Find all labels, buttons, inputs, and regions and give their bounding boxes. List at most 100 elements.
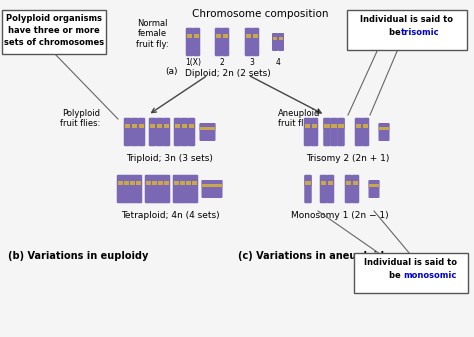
FancyBboxPatch shape	[185, 175, 192, 186]
Bar	[273, 37, 277, 40]
Bar	[118, 181, 123, 185]
FancyBboxPatch shape	[135, 175, 142, 203]
FancyBboxPatch shape	[374, 180, 379, 188]
Bar	[202, 184, 207, 187]
FancyBboxPatch shape	[337, 118, 345, 129]
FancyBboxPatch shape	[117, 175, 124, 203]
FancyBboxPatch shape	[272, 33, 278, 51]
Bar	[157, 124, 162, 128]
Bar	[187, 34, 192, 38]
FancyBboxPatch shape	[204, 123, 210, 141]
Bar	[124, 181, 129, 185]
Bar	[253, 34, 258, 38]
Bar	[279, 37, 283, 40]
Bar	[191, 181, 197, 185]
Bar	[150, 124, 155, 128]
Text: Aneuploid
fruit flies:: Aneuploid fruit flies:	[278, 109, 320, 128]
Bar	[186, 181, 191, 185]
FancyBboxPatch shape	[157, 175, 164, 203]
FancyBboxPatch shape	[123, 175, 130, 203]
Bar	[194, 34, 199, 38]
FancyBboxPatch shape	[188, 118, 195, 146]
FancyBboxPatch shape	[362, 118, 369, 129]
Bar	[164, 124, 169, 128]
Bar	[182, 124, 187, 128]
FancyBboxPatch shape	[200, 123, 205, 131]
Bar	[369, 184, 374, 187]
FancyBboxPatch shape	[272, 33, 278, 41]
FancyBboxPatch shape	[327, 175, 334, 186]
Bar	[125, 124, 130, 128]
Bar	[328, 181, 333, 185]
Bar	[130, 181, 135, 185]
FancyBboxPatch shape	[2, 10, 106, 54]
FancyBboxPatch shape	[193, 28, 200, 39]
Text: 2: 2	[219, 58, 224, 67]
Bar	[132, 124, 137, 128]
Bar	[305, 181, 311, 185]
FancyBboxPatch shape	[383, 123, 389, 131]
FancyBboxPatch shape	[211, 180, 218, 198]
Bar	[312, 124, 317, 128]
FancyBboxPatch shape	[202, 180, 207, 188]
Bar	[305, 124, 310, 128]
Text: trisomic: trisomic	[401, 28, 439, 37]
Bar	[353, 181, 358, 185]
Bar	[331, 124, 337, 128]
Bar	[175, 124, 180, 128]
FancyBboxPatch shape	[149, 118, 156, 129]
Text: Monosomy 1 (2n − 1): Monosomy 1 (2n − 1)	[291, 211, 389, 220]
FancyBboxPatch shape	[181, 118, 188, 146]
FancyBboxPatch shape	[181, 118, 188, 129]
FancyBboxPatch shape	[179, 175, 186, 186]
FancyBboxPatch shape	[188, 118, 195, 129]
FancyBboxPatch shape	[304, 118, 311, 146]
Bar	[246, 34, 251, 38]
FancyBboxPatch shape	[345, 175, 352, 186]
FancyBboxPatch shape	[179, 175, 186, 203]
Bar	[338, 124, 344, 128]
FancyBboxPatch shape	[124, 118, 131, 129]
Bar	[139, 124, 144, 128]
Bar	[223, 34, 228, 38]
Bar	[192, 181, 197, 185]
FancyBboxPatch shape	[320, 175, 327, 203]
FancyBboxPatch shape	[337, 118, 345, 146]
FancyBboxPatch shape	[355, 118, 362, 146]
Bar	[328, 181, 333, 185]
Text: Individual is said to: Individual is said to	[365, 258, 457, 267]
FancyBboxPatch shape	[278, 33, 284, 51]
FancyBboxPatch shape	[368, 180, 374, 198]
Text: Chromosome composition: Chromosome composition	[192, 9, 328, 19]
FancyBboxPatch shape	[215, 28, 222, 39]
Bar	[132, 124, 137, 128]
FancyBboxPatch shape	[355, 118, 362, 129]
Text: (c) Variations in aneuploidy: (c) Variations in aneuploidy	[238, 251, 391, 261]
FancyBboxPatch shape	[245, 28, 252, 56]
FancyBboxPatch shape	[379, 123, 384, 131]
Bar	[189, 124, 194, 128]
Bar	[324, 124, 330, 128]
FancyBboxPatch shape	[323, 118, 331, 146]
FancyBboxPatch shape	[117, 175, 124, 186]
Bar	[130, 181, 135, 185]
Bar	[346, 181, 351, 185]
Bar	[201, 127, 205, 130]
FancyBboxPatch shape	[374, 180, 380, 198]
FancyBboxPatch shape	[163, 118, 170, 129]
FancyBboxPatch shape	[123, 175, 130, 186]
Bar	[186, 181, 191, 185]
FancyBboxPatch shape	[163, 118, 170, 146]
Bar	[164, 124, 169, 128]
FancyBboxPatch shape	[362, 118, 369, 146]
Text: monosomic: monosomic	[403, 271, 456, 280]
Bar	[174, 181, 179, 185]
FancyBboxPatch shape	[217, 180, 222, 198]
Bar	[217, 184, 222, 187]
Text: Normal
female
fruit fly:: Normal female fruit fly:	[136, 19, 168, 49]
FancyBboxPatch shape	[215, 28, 222, 56]
Bar	[324, 124, 330, 128]
FancyBboxPatch shape	[304, 118, 311, 129]
FancyBboxPatch shape	[210, 123, 216, 141]
Bar	[136, 181, 141, 185]
